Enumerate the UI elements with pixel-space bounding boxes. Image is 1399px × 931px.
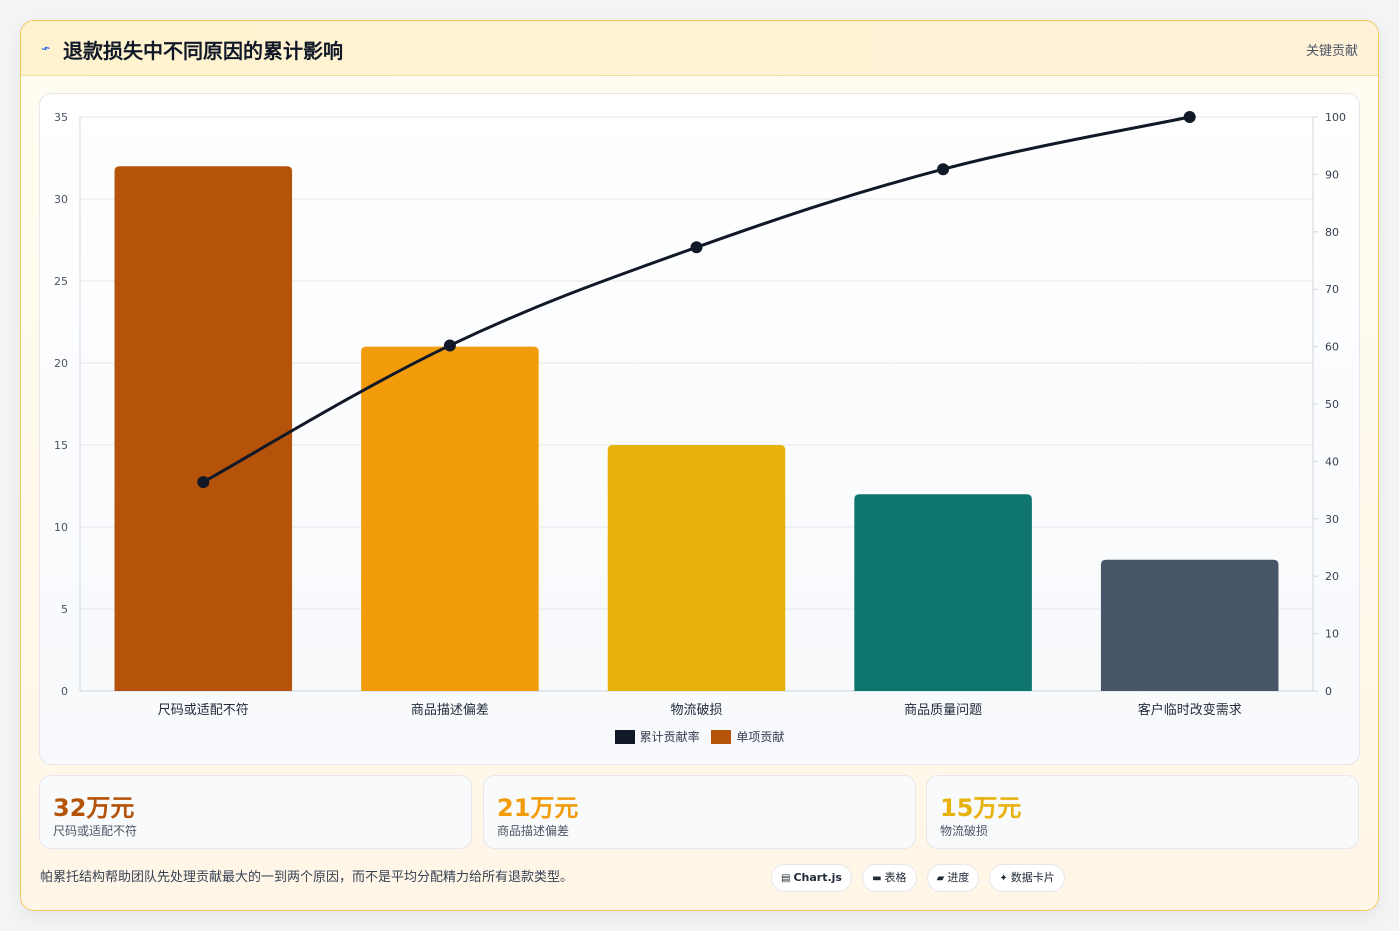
y-tick-label: 5: [61, 603, 68, 616]
pill-progress[interactable]: ▰ 进度: [926, 864, 980, 892]
chart-area: 0 5 10 15 20 25 30 35 0 10 20 30 40 50 60 70 80 90 100 尺码或适…: [39, 93, 1360, 765]
y-tick-label: 30: [54, 193, 68, 206]
y-tick-label: 35: [54, 111, 68, 124]
tech-pills: ▤ Chart.js ▬ 表格 ▰ 进度 ✦ 数据卡片: [771, 864, 1070, 892]
y2-tick-label: 0: [1325, 685, 1332, 698]
stat-label-3: 物流破损: [940, 824, 989, 838]
stat-label-2: 商品描述偏差: [497, 824, 570, 838]
x-tick-label: 商品质量问题: [904, 703, 982, 718]
y2-tick-label: 80: [1325, 226, 1339, 239]
y2-tick-label: 50: [1325, 398, 1339, 411]
stat-card-2: 21万元 商品描述偏差: [483, 775, 916, 849]
pill-chartjs[interactable]: ▤ Chart.js: [771, 864, 852, 892]
cumulative-point-3: [690, 241, 703, 254]
y2-tick-label: 60: [1325, 341, 1339, 354]
cumulative-point-4: [937, 163, 950, 176]
y2-tick-label: 100: [1325, 111, 1346, 124]
y-tick-label: 20: [54, 357, 68, 370]
y2-tick-label: 70: [1325, 283, 1339, 296]
x-tick-label: 物流破损: [670, 703, 722, 718]
y2-tick-label: 40: [1325, 455, 1339, 468]
y2-tick-label: 30: [1325, 513, 1339, 526]
stat-value-1: 32万元: [53, 794, 135, 822]
stat-value-2: 21万元: [497, 794, 579, 822]
bar-4: [854, 494, 1032, 691]
y2-tick-label: 10: [1325, 628, 1339, 641]
x-tick-label: 商品描述偏差: [411, 703, 489, 718]
y2-tick-label: 20: [1325, 570, 1339, 583]
pill-data-card[interactable]: ✦ 数据卡片: [989, 864, 1065, 892]
x-tick-label: 客户临时改变需求: [1138, 702, 1242, 718]
chart-icon: ▤: [781, 873, 791, 884]
footnote: 帕累托结构帮助团队先处理贡献最大的一到两个原因，而不是平均分配精力给所有退款类型…: [40, 870, 574, 885]
pill-label: 进度: [947, 871, 970, 884]
pareto-chart: 0 5 10 15 20 25 30 35 0 10 20 30 40 50 60 70 80 90 100 尺码或适…: [54, 111, 1346, 718]
legend-swatch-cumulative: [614, 730, 635, 744]
bar-3: [607, 445, 786, 691]
legend-label-single: 单项贡献: [736, 730, 785, 744]
stat-value-3: 15万元: [940, 794, 1022, 822]
y-tick-label: 25: [54, 275, 68, 288]
bar-5: [1100, 559, 1279, 691]
stat-label-1: 尺码或适配不符: [53, 824, 138, 838]
x-tick-label: 尺码或适配不符: [158, 702, 249, 718]
cumulative-point-5: [1183, 111, 1196, 123]
cumulative-point-2: [443, 339, 456, 352]
pill-label: 数据卡片: [1010, 871, 1055, 884]
cumulative-point-1: [197, 476, 210, 489]
page-title: 退款损失中不同原因的累计影响: [63, 39, 343, 63]
header-tag: 关键贡献: [1305, 44, 1358, 59]
y-tick-label: 10: [54, 521, 68, 534]
legend-swatch-single: [711, 730, 732, 744]
stat-card-1: 32万元 尺码或适配不符: [39, 775, 472, 849]
y2-tick-label: 90: [1325, 168, 1339, 181]
lightning-icon: ⌁: [38, 37, 53, 59]
card-icon: ✦: [999, 873, 1008, 884]
chart-legend: 累计贡献率 单项贡献: [40, 728, 1359, 745]
pill-label: Chart.js: [793, 871, 842, 884]
bar-2: [361, 346, 539, 691]
progress-icon: ▰: [936, 873, 945, 884]
y-tick-label: 15: [54, 439, 68, 452]
chart-card: ⌁ 退款损失中不同原因的累计影响 关键贡献 0 5 10 15 20 25 30 35 0 10 2…: [20, 20, 1379, 911]
legend-item-cumulative[interactable]: 累计贡献率: [614, 728, 700, 745]
pill-table[interactable]: ▬ 表格: [862, 864, 917, 892]
pill-label: 表格: [884, 871, 907, 884]
bar-1: [114, 166, 293, 691]
stat-card-3: 15万元 物流破损: [926, 775, 1359, 849]
card-header: ⌁ 退款损失中不同原因的累计影响 关键贡献: [21, 21, 1378, 76]
legend-item-single[interactable]: 单项贡献: [711, 728, 784, 745]
y-tick-label: 0: [61, 685, 68, 698]
cumulative-line: [202, 115, 1191, 484]
table-icon: ▬: [872, 873, 882, 884]
legend-label-cumulative: 累计贡献率: [639, 730, 700, 744]
